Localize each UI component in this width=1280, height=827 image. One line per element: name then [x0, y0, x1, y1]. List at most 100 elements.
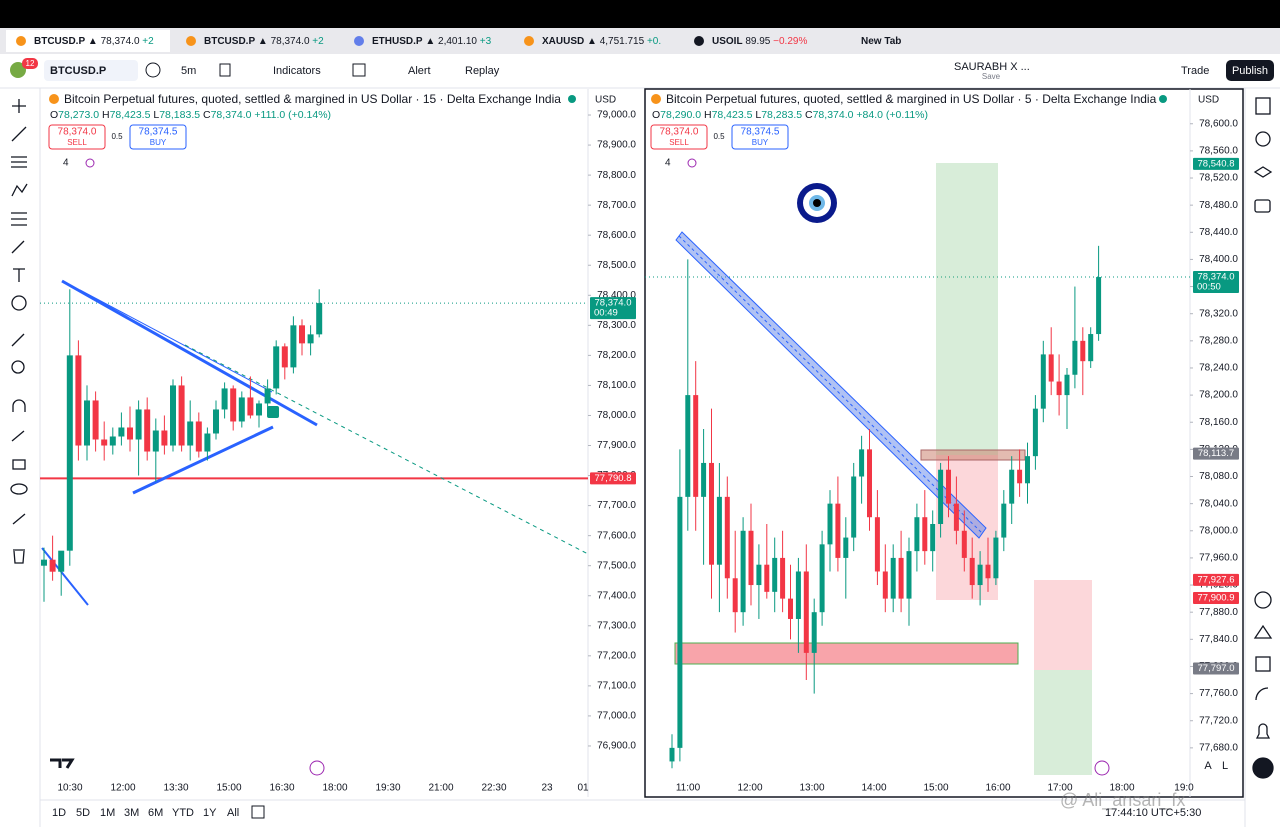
notifications-icon[interactable]	[1255, 723, 1271, 739]
x-tick-label: 10:30	[57, 783, 82, 794]
tab-label[interactable]: BTCUSD.P ▲ 78,374.0 +2	[34, 36, 154, 47]
pattern-tool[interactable]	[11, 183, 28, 197]
alert[interactable]: Alert	[408, 65, 431, 77]
demand-zone[interactable]	[674, 642, 1019, 665]
candle-body	[66, 355, 73, 551]
crosshair-tool[interactable]	[12, 99, 26, 113]
avatar[interactable]	[10, 62, 26, 78]
indicators[interactable]: Indicators	[273, 65, 321, 77]
chat-icon[interactable]	[1254, 199, 1271, 213]
forecast-tool[interactable]	[11, 212, 27, 226]
publish[interactable]: Publish	[1232, 65, 1268, 77]
publish-button[interactable]	[1226, 60, 1274, 81]
buy-price[interactable]: 78,374.5	[139, 127, 178, 138]
save[interactable]: Save	[982, 72, 1001, 81]
badge	[22, 58, 38, 69]
tab-label[interactable]: USOIL 89.95 −0.29%	[712, 36, 807, 47]
layouts-icon[interactable]	[352, 63, 366, 77]
range-button[interactable]: 1Y	[203, 807, 217, 819]
tab-price: 89.95	[745, 36, 770, 47]
sell-label[interactable]: SELL	[67, 138, 87, 147]
range-button[interactable]: 5D	[76, 807, 90, 819]
lock-draw-tool[interactable]	[11, 430, 25, 442]
layers-icon[interactable]	[1253, 166, 1273, 178]
tab[interactable]	[6, 30, 170, 52]
target-icon[interactable]	[1254, 591, 1272, 609]
buy-price[interactable]: 78,374.5	[741, 127, 780, 138]
buy-button[interactable]	[129, 124, 187, 150]
sell-price[interactable]: 78,374.0	[58, 127, 97, 138]
lock-tool[interactable]	[12, 459, 26, 470]
trade[interactable]: Trade	[1181, 65, 1209, 77]
tab-label[interactable]: BTCUSD.P ▲ 78,374.0 +2	[204, 36, 324, 47]
calendar-icon[interactable]	[1255, 656, 1271, 672]
trendline[interactable]	[41, 547, 89, 606]
text-tool[interactable]	[13, 268, 25, 282]
y-tick-label: 78,400.0	[1199, 254, 1238, 265]
hide-tool[interactable]	[10, 483, 28, 495]
magnet-tool[interactable]	[12, 399, 26, 412]
clock[interactable]: 17:44:10 UTC+5:30	[1105, 807, 1201, 819]
tab-label[interactable]: New Tab	[861, 36, 901, 47]
date-range-icon[interactable]	[251, 805, 265, 819]
indicator-count[interactable]: 4	[63, 158, 69, 169]
link-tool[interactable]	[12, 513, 26, 525]
trendline[interactable]	[61, 279, 318, 427]
trendline-tool[interactable]	[11, 126, 27, 142]
entry-box[interactable]	[920, 449, 1026, 461]
candle-body	[221, 388, 228, 410]
loss-zone[interactable]	[1034, 580, 1092, 670]
interval[interactable]: 5m	[181, 65, 196, 77]
y-tick-label: 78,080.0	[1199, 471, 1238, 482]
trendline[interactable]	[132, 425, 274, 495]
symbol[interactable]: BTCUSD.P	[50, 65, 106, 77]
currency[interactable]: USD	[595, 95, 616, 106]
scale-button[interactable]: A	[1204, 760, 1212, 772]
range-button[interactable]: 6M	[148, 807, 163, 819]
candle-body	[1009, 469, 1015, 504]
alerts-icon[interactable]	[1255, 131, 1271, 147]
symbol-box[interactable]	[44, 60, 138, 81]
y-tick-label: 78,440.0	[1199, 227, 1238, 238]
projection-line[interactable]	[184, 344, 589, 555]
range-button[interactable]: YTD	[172, 807, 194, 819]
range-button[interactable]: 1D	[52, 807, 66, 819]
menu-icon[interactable]	[1252, 757, 1274, 779]
y-tick-label: 79,000.0	[597, 110, 636, 121]
watchlist-icon[interactable]	[1255, 97, 1271, 115]
currency[interactable]: USD	[1198, 95, 1219, 106]
indicator-count[interactable]: 4	[665, 158, 671, 169]
tab-label[interactable]: ETHUSD.P ▲ 2,401.10 +3	[372, 36, 492, 47]
trendline[interactable]	[79, 289, 273, 393]
range-button[interactable]: 1M	[100, 807, 115, 819]
fib-tool[interactable]	[11, 156, 27, 168]
ideas-icon[interactable]	[1253, 624, 1273, 639]
scale-button[interactable]: L	[1222, 760, 1228, 772]
replay[interactable]: Replay	[465, 65, 500, 77]
tab-label[interactable]: XAUUSD ▲ 4,751.715 +0.	[542, 36, 661, 47]
candle-body	[109, 436, 116, 446]
profit-zone[interactable]	[1034, 670, 1092, 775]
y-tick-label: 78,320.0	[1199, 308, 1238, 319]
sell-label[interactable]: SELL	[669, 138, 689, 147]
ruler-tool[interactable]	[11, 333, 25, 347]
brush-tool[interactable]	[11, 240, 25, 254]
buy-label[interactable]: BUY	[150, 138, 167, 147]
candle-body	[1088, 334, 1094, 362]
stream-icon[interactable]	[1255, 687, 1269, 701]
profit-zone[interactable]	[936, 163, 998, 455]
chart-type-icon[interactable]	[219, 63, 231, 77]
zoom-tool[interactable]	[11, 360, 25, 374]
layout-name[interactable]: SAURABH X ...	[954, 61, 1030, 73]
sell-price[interactable]: 78,374.0	[660, 127, 699, 138]
buy-label[interactable]: BUY	[752, 138, 769, 147]
add-icon[interactable]	[145, 62, 161, 78]
range-button[interactable]: All	[227, 807, 239, 819]
sell-button[interactable]	[48, 124, 106, 150]
icon-tool[interactable]	[11, 295, 27, 311]
buy-button[interactable]	[731, 124, 789, 150]
sell-button[interactable]	[650, 124, 708, 150]
range-button[interactable]: 3M	[124, 807, 139, 819]
trash-tool[interactable]	[13, 549, 25, 564]
